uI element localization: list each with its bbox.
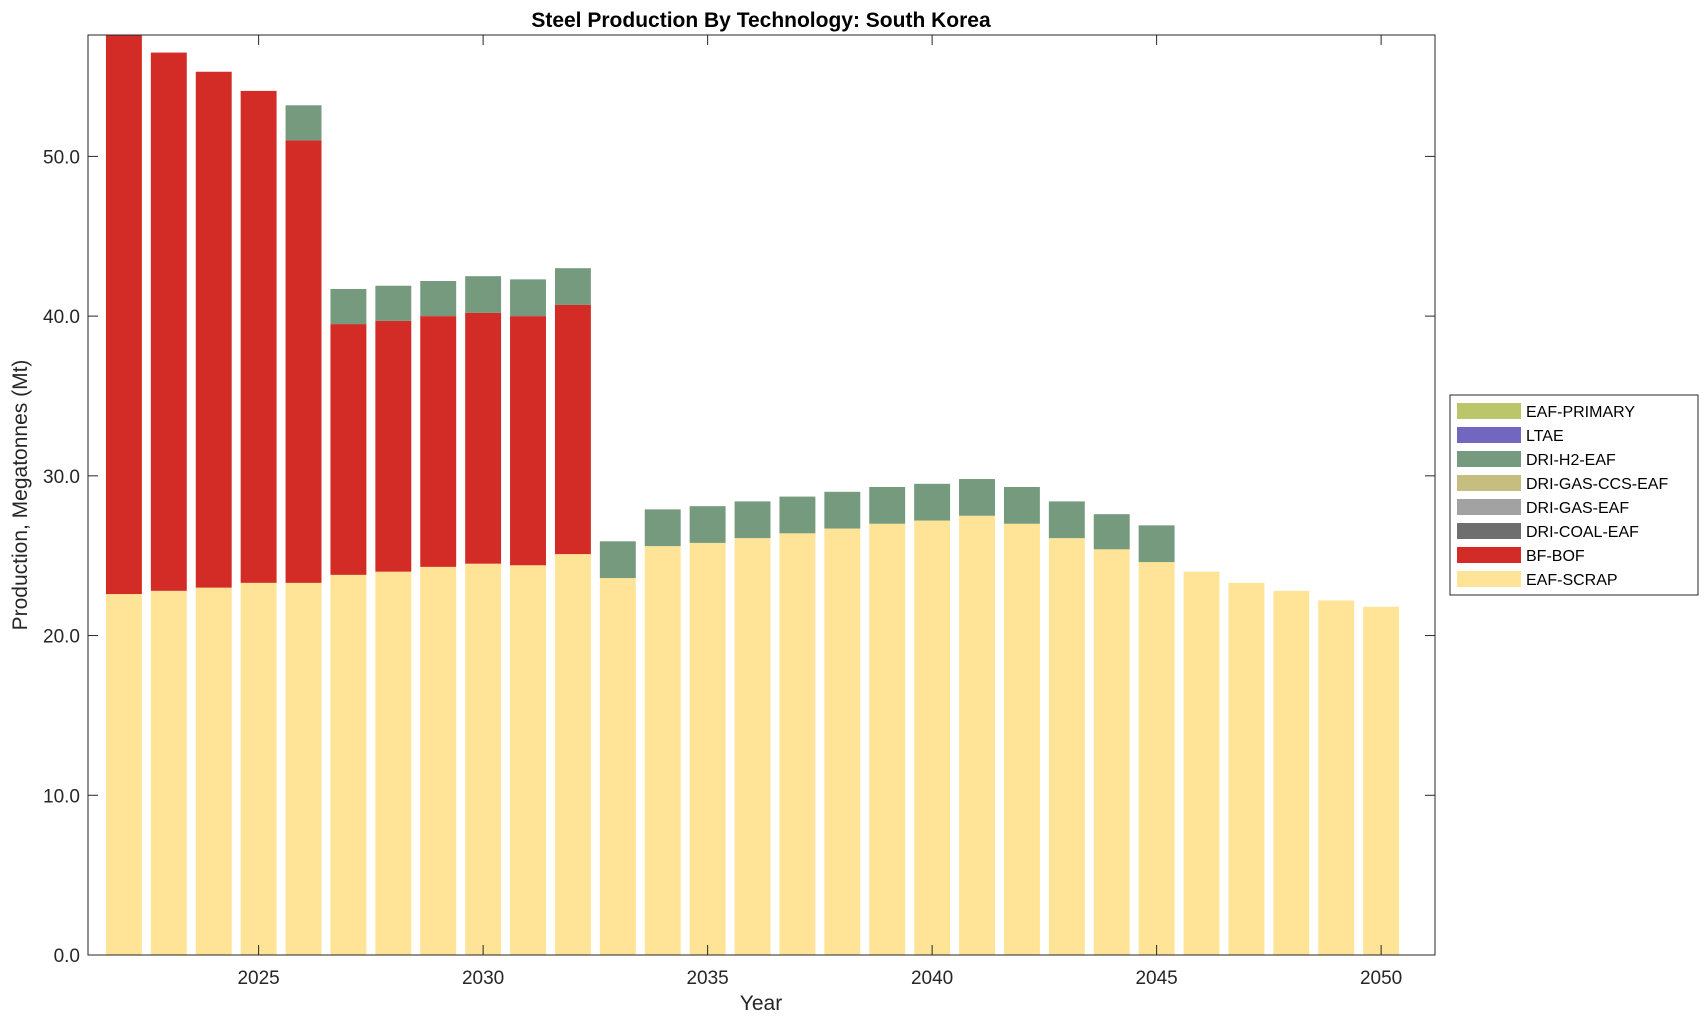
- bar-bf-bof-2027: [330, 324, 367, 575]
- legend-label-bf-bof: BF-BOF: [1526, 548, 1585, 565]
- x-tick-label: 2045: [1135, 968, 1177, 989]
- bar-eaf-scrap-2031: [510, 565, 546, 955]
- bar-dri-h2-eaf-2038: [824, 491, 861, 529]
- x-tick-label: 2035: [686, 968, 728, 989]
- y-tick-label: 0.0: [54, 946, 80, 967]
- bar-dri-h2-eaf-2045: [1138, 525, 1175, 563]
- bar-eaf-scrap-2030: [465, 563, 502, 955]
- bar-eaf-scrap-2025: [240, 582, 277, 955]
- y-axis-label: Production, Megatonnes (Mt): [9, 360, 32, 631]
- bar-eaf-scrap-2027: [330, 574, 367, 955]
- x-axis-label: Year: [740, 992, 782, 1015]
- plot-frame: [87, 34, 1436, 956]
- bar-eaf-scrap-2035: [689, 542, 726, 955]
- bar-bf-bof-2031: [510, 316, 546, 566]
- bar-bf-bof-2029: [420, 316, 457, 567]
- bar-eaf-scrap-2023: [150, 590, 187, 955]
- legend-label-eaf-primary: EAF-PRIMARY: [1526, 404, 1635, 421]
- legend: EAF-PRIMARY LTAE DRI-H2-EAF DRI-GAS-CCS-EAF…: [1449, 394, 1699, 596]
- bar-eaf-scrap-2047: [1228, 582, 1265, 955]
- bar-eaf-scrap-2048: [1273, 590, 1310, 955]
- y-tick-label: 40.0: [43, 307, 80, 328]
- legend-swatch-ltae: [1457, 427, 1521, 443]
- bar-dri-h2-eaf-2034: [644, 509, 681, 547]
- bar-eaf-scrap-2045: [1138, 562, 1175, 955]
- bar-eaf-scrap-2039: [869, 523, 906, 955]
- legend-label-eaf-scrap: EAF-SCRAP: [1526, 572, 1618, 589]
- legend-label-dri-gas-eaf: DRI-GAS-EAF: [1526, 500, 1629, 517]
- bar-eaf-scrap-2049: [1318, 600, 1355, 955]
- legend-label-ltae: LTAE: [1526, 428, 1564, 445]
- bar-eaf-scrap-2028: [375, 571, 412, 955]
- bar-dri-h2-eaf-2043: [1048, 501, 1085, 539]
- bars-layer: [105, 35, 1400, 955]
- bar-eaf-scrap-2041: [959, 515, 995, 955]
- bar-bf-bof-2023: [150, 52, 187, 591]
- y-tick-label: 20.0: [43, 627, 80, 648]
- bar-bf-bof-2026: [285, 140, 322, 583]
- bar-dri-h2-eaf-2042: [1003, 487, 1040, 524]
- bar-eaf-scrap-2040: [914, 520, 951, 955]
- x-tick-label: 2030: [462, 968, 504, 989]
- bar-bf-bof-2025: [240, 90, 277, 583]
- legend-swatch-eaf-primary: [1457, 403, 1521, 419]
- bar-eaf-scrap-2034: [644, 546, 681, 955]
- bar-eaf-scrap-2022: [105, 594, 142, 955]
- bar-dri-h2-eaf-2027: [330, 288, 367, 325]
- bar-eaf-scrap-2032: [554, 554, 591, 955]
- bar-dri-h2-eaf-2033: [599, 541, 636, 579]
- bar-bf-bof-2030: [465, 312, 502, 564]
- bar-dri-h2-eaf-2036: [734, 501, 771, 539]
- bar-eaf-scrap-2029: [420, 566, 457, 955]
- bar-dri-h2-eaf-2040: [914, 483, 951, 521]
- bar-dri-h2-eaf-2044: [1093, 514, 1130, 550]
- bar-dri-h2-eaf-2039: [869, 487, 906, 524]
- bar-bf-bof-2022: [105, 35, 142, 595]
- bar-eaf-scrap-2044: [1093, 549, 1130, 955]
- legend-label-dri-gas-ccs-eaf: DRI-GAS-CCS-EAF: [1526, 476, 1668, 493]
- y-tick-label: 10.0: [43, 786, 80, 807]
- legend-swatch-bf-bof: [1457, 547, 1521, 563]
- bar-dri-h2-eaf-2028: [375, 285, 412, 321]
- x-tick-label: 2040: [911, 968, 953, 989]
- bar-dri-h2-eaf-2030: [465, 276, 502, 313]
- bar-dri-h2-eaf-2032: [554, 268, 591, 305]
- bar-eaf-scrap-2037: [779, 533, 816, 955]
- bar-eaf-scrap-2036: [734, 538, 771, 955]
- x-axis: 2025 2030 2035 2040 2045 2050: [237, 35, 1402, 989]
- legend-swatch-dri-coal-eaf: [1457, 523, 1521, 539]
- x-tick-label: 2025: [237, 968, 279, 989]
- bar-eaf-scrap-2046: [1183, 571, 1220, 955]
- legend-swatch-eaf-scrap: [1457, 571, 1521, 587]
- bar-dri-h2-eaf-2037: [779, 496, 816, 534]
- legend-label-dri-h2-eaf: DRI-H2-EAF: [1526, 452, 1616, 469]
- bar-bf-bof-2028: [375, 320, 412, 572]
- bar-dri-h2-eaf-2041: [959, 479, 995, 516]
- chart-title: Steel Production By Technology: South Ko…: [531, 9, 991, 32]
- bar-eaf-scrap-2038: [824, 528, 861, 955]
- bar-dri-h2-eaf-2029: [420, 280, 457, 317]
- legend-label-dri-coal-eaf: DRI-COAL-EAF: [1526, 524, 1639, 541]
- bar-bf-bof-2032: [554, 304, 591, 555]
- legend-swatch-dri-gas-eaf: [1457, 499, 1521, 515]
- bar-eaf-scrap-2026: [285, 582, 322, 955]
- bar-dri-h2-eaf-2035: [689, 506, 726, 543]
- bar-dri-h2-eaf-2026: [285, 105, 322, 141]
- bar-bf-bof-2024: [195, 71, 232, 588]
- legend-swatch-dri-h2-eaf: [1457, 451, 1521, 467]
- y-axis: 0.0 10.0 20.0 30.0 40.0 50.0: [43, 147, 1435, 967]
- y-tick-label: 50.0: [43, 147, 80, 168]
- legend-box: [1449, 394, 1699, 596]
- bar-dri-h2-eaf-2031: [510, 279, 546, 317]
- bar-eaf-scrap-2043: [1048, 538, 1085, 955]
- x-tick-label: 2050: [1360, 968, 1402, 989]
- bar-eaf-scrap-2024: [195, 587, 232, 955]
- y-tick-label: 30.0: [43, 467, 80, 488]
- legend-swatch-dri-gas-ccs-eaf: [1457, 475, 1521, 491]
- bar-eaf-scrap-2050: [1363, 606, 1400, 955]
- bar-eaf-scrap-2033: [599, 578, 636, 955]
- bar-eaf-scrap-2042: [1003, 523, 1040, 955]
